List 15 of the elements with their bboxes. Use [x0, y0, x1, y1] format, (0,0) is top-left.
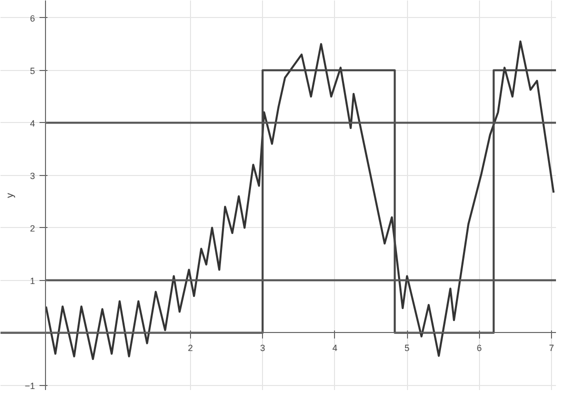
x-tick-label: 2 — [188, 342, 193, 353]
x-tick-label: 5 — [404, 342, 410, 353]
y-tick-label: 2 — [30, 223, 35, 234]
y-axis-title: y — [5, 193, 16, 198]
y-tick-label: −1 — [24, 380, 35, 391]
x-tick-label: 6 — [476, 342, 482, 353]
x-tick-label: 3 — [260, 342, 266, 353]
x-tick-label: 4 — [332, 342, 338, 353]
y-tick-label: 6 — [30, 13, 35, 24]
y-tick-label: 1 — [30, 276, 35, 286]
y-tick-label: 3 — [30, 170, 35, 181]
y-tick-label: 5 — [30, 66, 35, 76]
y-tick-label: 4 — [30, 118, 35, 128]
line-series — [44, 40, 555, 360]
x-tick-label: 7 — [548, 342, 554, 353]
